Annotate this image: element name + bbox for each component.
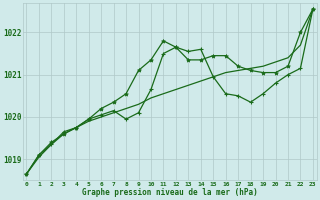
X-axis label: Graphe pression niveau de la mer (hPa): Graphe pression niveau de la mer (hPa) [82,188,258,197]
